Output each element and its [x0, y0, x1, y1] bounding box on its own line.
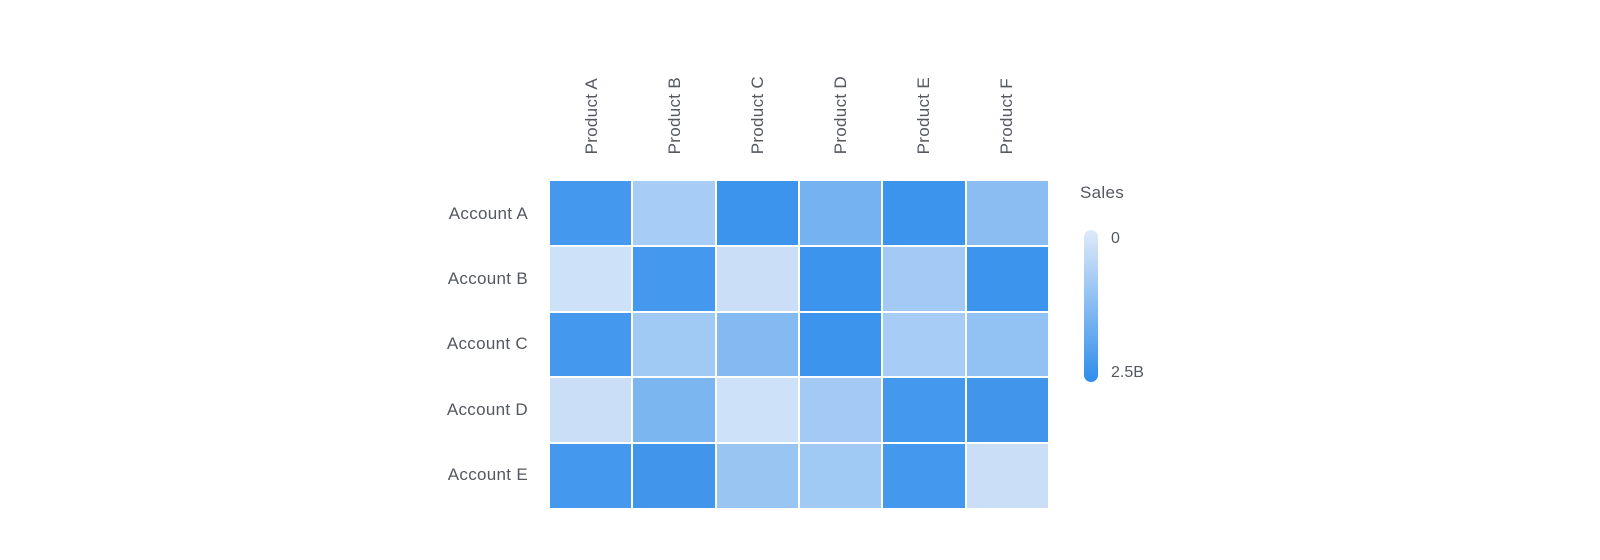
heatmap-cell-account-c-product-a[interactable] [550, 312, 632, 377]
column-labels: Product A Product B Product C Product D Prod… [550, 48, 1048, 154]
heatmap-cell-account-b-product-b[interactable] [633, 246, 715, 311]
column-label-product-e: Product E [913, 76, 933, 154]
heatmap-cell-account-e-product-c[interactable] [716, 444, 798, 508]
heatmap-cell-account-a-product-e[interactable] [883, 181, 965, 245]
heatmap-cell-account-d-product-e[interactable] [883, 378, 965, 443]
row-label-account-a: Account A [448, 203, 528, 223]
heatmap-cell-account-c-product-e[interactable] [883, 312, 965, 377]
row-label-account-b: Account B [447, 269, 528, 289]
heatmap-cell-account-a-product-b[interactable] [633, 181, 715, 245]
row-label-account-c: Account C [446, 334, 528, 354]
heatmap-cell-account-c-product-c[interactable] [716, 312, 798, 377]
heatmap-cell-account-d-product-f[interactable] [966, 378, 1048, 443]
heatmap-cell-account-e-product-a[interactable] [550, 444, 632, 508]
heatmap-cell-account-a-product-c[interactable] [716, 181, 798, 245]
heatmap-cell-account-b-product-a[interactable] [550, 246, 632, 311]
heatmap-cell-account-e-product-e[interactable] [883, 444, 965, 508]
legend-min-label: 0 [1111, 230, 1120, 247]
heatmap-cell-account-c-product-d[interactable] [800, 312, 882, 377]
heatmap-cell-account-b-product-f[interactable] [966, 246, 1048, 311]
heatmap-cell-account-a-product-f[interactable] [966, 181, 1048, 245]
heatmap-cell-account-e-product-f[interactable] [966, 444, 1048, 508]
heatmap-cell-account-d-product-c[interactable] [716, 378, 798, 443]
legend-title: Sales [1080, 183, 1125, 202]
legend-max-label: 2.5B [1111, 364, 1144, 381]
heatmap-grid [550, 181, 1048, 508]
legend-gradient-bar [1084, 230, 1098, 382]
row-label-account-d: Account D [446, 399, 528, 419]
heatmap-cell-account-a-product-d[interactable] [800, 181, 882, 245]
column-label-product-a: Product A [581, 77, 601, 154]
column-label-product-f: Product F [996, 77, 1016, 154]
heatmap-cell-account-d-product-d[interactable] [800, 378, 882, 443]
legend: Sales 0 2.5B [1080, 183, 1144, 382]
row-label-account-e: Account E [447, 465, 528, 485]
column-label-product-c: Product C [747, 75, 767, 154]
heatmap-cell-account-b-product-e[interactable] [883, 246, 965, 311]
heatmap-cell-account-c-product-f[interactable] [966, 312, 1048, 377]
heatmap-cell-account-b-product-d[interactable] [800, 246, 882, 311]
heatmap-cell-account-b-product-c[interactable] [716, 246, 798, 311]
heatmap-cell-account-e-product-d[interactable] [800, 444, 882, 508]
heatmap-cell-account-e-product-b[interactable] [633, 444, 715, 508]
heatmap-cell-account-d-product-a[interactable] [550, 378, 632, 443]
heatmap-cell-account-c-product-b[interactable] [633, 312, 715, 377]
column-label-product-b: Product B [664, 76, 684, 154]
heatmap-cell-account-d-product-b[interactable] [633, 378, 715, 443]
column-label-product-d: Product D [830, 75, 850, 154]
row-labels: Account A Account B Account C Account D Acco… [0, 181, 528, 508]
heatmap-cell-account-a-product-a[interactable] [550, 181, 632, 245]
